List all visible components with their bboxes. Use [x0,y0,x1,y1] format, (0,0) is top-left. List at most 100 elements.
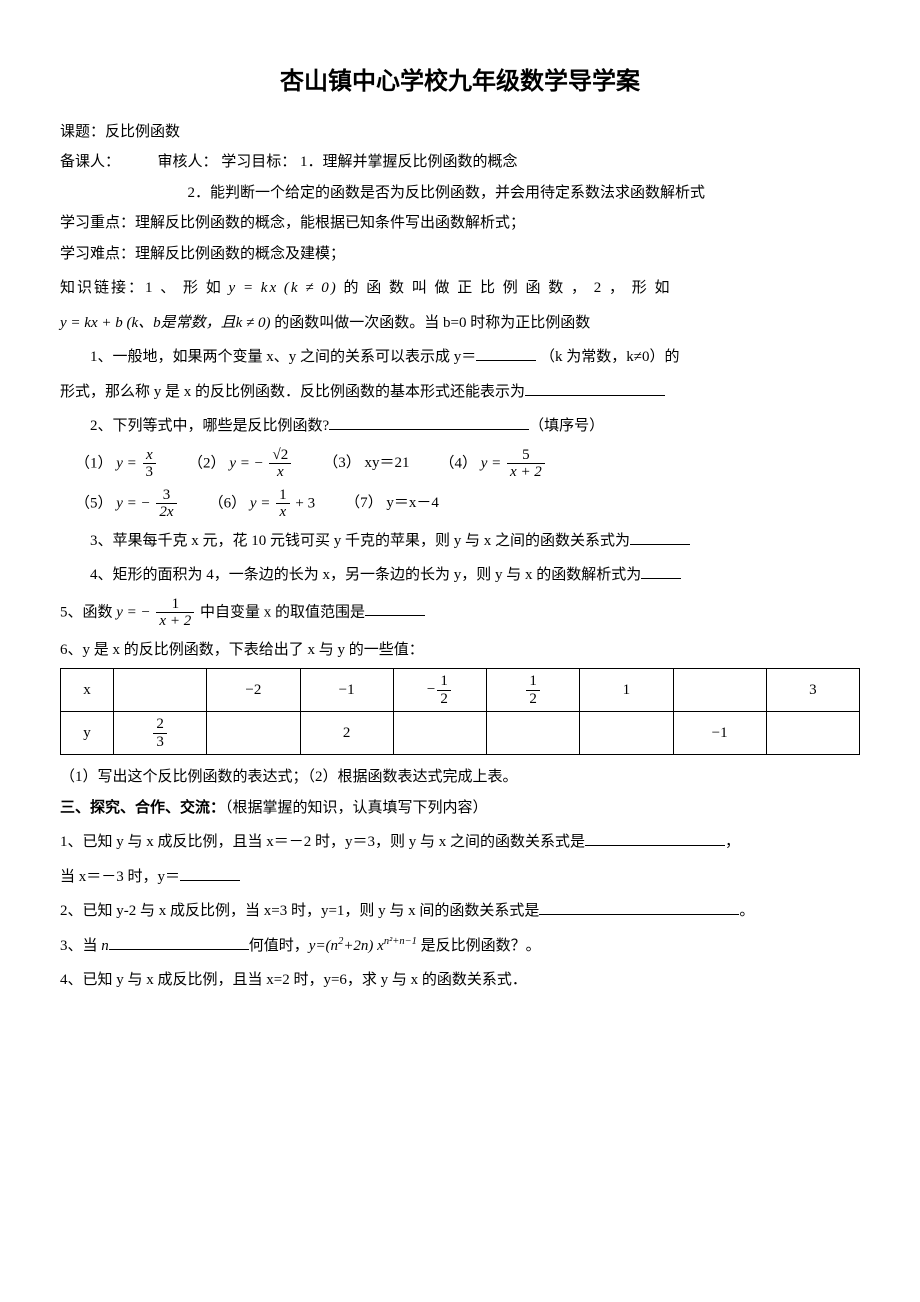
eq2-den: x [277,464,284,480]
x-cell-7: 3 [766,669,859,712]
p2a: 2、已知 y-2 与 x 成反比例，当 x=3 时，y=1，则 y 与 x 间的… [60,903,539,919]
p2b: 。 [739,903,754,919]
focus-text: 理解反比例函数的概念，能根据已知条件写出函数解析式； [135,215,525,231]
y-cell-5 [580,712,673,755]
eq3-text: xy＝21 [364,455,409,471]
table-row-y: y 23 2 −1 [61,712,860,755]
eq-row-2: （5） y = − 32x （6） y = 1x + 3 （7） y＝x－4 [75,487,860,521]
x-label: x [61,669,114,712]
q4: 4、矩形的面积为 4，一条边的长为 x，另一条边的长为 y，则 y 与 x 的函… [90,567,641,583]
difficulty-text: 理解反比例函数的概念及建模； [135,246,345,262]
p3-eq-mid: +2n) x [343,938,384,954]
q5-den: x + 2 [159,613,191,629]
blank-q2 [329,414,529,430]
y-cell-7 [766,712,859,755]
p1-line2: 当 x＝－3 时，y＝ [60,863,860,892]
meta-line: 备课人： 审核人： 学习目标： 1．理解并掌握反比例函数的概念 [60,148,860,177]
x-cell-6 [673,669,766,712]
goal-2: 2．能判断一个给定的函数是否为反比例函数，并会用待定系数法求函数解析式 [60,179,860,208]
eq7-text: y＝x－4 [386,495,439,511]
q6-sub: （1）写出这个反比例函数的表达式；（2）根据函数表达式完成上表。 [60,763,860,792]
eq6-num: 1 [276,487,290,505]
eq-item-5: （5） y = − 32x [75,487,179,521]
blank-p1c [180,865,240,881]
link-eq1: y = kx (k ≠ 0) [229,280,338,296]
x-cell-1: −2 [207,669,300,712]
q5-num: 1 [156,596,194,614]
p3-line: 3、当 n何值时，y=(n2+2n) xn²+n−1 是反比例函数？。 [60,932,860,961]
p1-line1: 1、已知 y 与 x 成反比例，且当 x＝－2 时，y＝3，则 y 与 x 之间… [60,828,860,857]
xy-table: x −2 −1 −12 12 1 3 y 23 2 −1 [60,668,860,755]
blank-q1a [476,345,536,361]
eq1-den: 3 [143,464,157,481]
eq-item-3: （3） xy＝21 [323,449,409,478]
q1b: （k 为常数，k≠0）的 [540,349,679,365]
x-cell-0 [114,669,207,712]
eq5-num: 3 [156,487,176,505]
p3b: 何值时， [249,938,309,954]
y-cell-4 [487,712,580,755]
link-label: 知识链接： [60,280,145,296]
eq4-pre: （4） [439,455,477,471]
y-cell-6: −1 [673,712,766,755]
goal-label: 学习目标： [221,154,296,170]
q1-line2: 形式，那么称 y 是 x 的反比例函数．反比例函数的基本形式还能表示为 [60,378,860,407]
blank-p1a [585,830,725,846]
link-eq2: y = kx + b (k、b是常数，且k ≠ 0) [60,315,271,331]
table-row-x: x −2 −1 −12 12 1 3 [61,669,860,712]
q6-line: 6、y 是 x 的反比例函数，下表给出了 x 与 y 的一些值： [60,636,860,665]
q5a: 5、函数 [60,604,116,620]
eq4-den: x + 2 [510,464,542,480]
eq1-num: x [146,447,153,463]
y-cell-3 [393,712,486,755]
eq2-num: √2 [269,447,291,465]
eq-row-1: （1） y = x3 （2） y = − √2x （3） xy＝21 （4） y… [75,447,860,481]
x-cell-5: 1 [580,669,673,712]
y-label: y [61,712,114,755]
eq6-lhs: y = [250,495,271,511]
eq1-pre: （1） [75,455,113,471]
p3c: 是反比例函数？。 [417,938,541,954]
reviewer-label: 审核人： [158,154,218,170]
blank-q1c [525,380,665,396]
eq-item-4: （4） y = 5x + 2 [439,447,546,481]
section3-heading: 三、探究、合作、交流：（根据掌握的知识，认真填写下列内容） [60,794,860,823]
eq5-lhs: y = − [116,495,150,511]
eq5-pre: （5） [75,495,113,511]
x-cell-3: −12 [393,669,486,712]
eq-item-2: （2） y = − √2x [188,447,293,481]
eq-item-6: （6） y = 1x + 3 [209,487,316,521]
p4-line: 4、已知 y 与 x 成反比例，且当 x=2 时，y=6，求 y 与 x 的函数… [60,966,860,995]
p2-line: 2、已知 y-2 与 x 成反比例，当 x=3 时，y=1，则 y 与 x 间的… [60,897,860,926]
link-1b: 的 函 数 叫 做 正 比 例 函 数 ， 2 ， 形 如 [338,280,672,296]
q3-line: 3、苹果每千克 x 元，花 10 元钱可买 y 千克的苹果，则 y 与 x 之间… [60,527,860,556]
link-1a: 1 、 形 如 [145,280,229,296]
p3-sup2: n²+n−1 [384,936,417,947]
p1a: 1、已知 y 与 x 成反比例，且当 x＝－2 时，y＝3，则 y 与 x 之间… [60,834,585,850]
q1-line1: 1、一般地，如果两个变量 x、y 之间的关系可以表示成 y＝ （k 为常数，k≠… [60,343,860,372]
q2-tail: （填序号） [529,418,604,434]
y-cell-1 [207,712,300,755]
link-2b: 的函数叫做一次函数。当 b=0 时称为正比例函数 [271,315,591,331]
q5-lhs: y = − [116,604,150,620]
eq3-pre: （3） [323,455,361,471]
q4-line: 4、矩形的面积为 4，一条边的长为 x，另一条边的长为 y，则 y 与 x 的函… [60,561,860,590]
q2: 2、下列等式中，哪些是反比例函数? [90,418,329,434]
focus-line: 学习重点：理解反比例函数的概念，能根据已知条件写出函数解析式； [60,209,860,238]
q3: 3、苹果每千克 x 元，花 10 元钱可买 y 千克的苹果，则 y 与 x 之间… [90,533,630,549]
x-cell-2: −1 [300,669,393,712]
page-title: 杏山镇中心学校九年级数学导学案 [60,60,860,106]
eq6-pre: （6） [209,495,247,511]
q5b: 中自变量 x 的取值范围是 [200,604,365,620]
eq6-tail: + 3 [295,495,315,511]
blank-q3 [630,529,690,545]
eq-item-7: （7） y＝x－4 [345,489,439,518]
section3-title: 三、探究、合作、交流： [60,800,225,816]
section3-tail: （根据掌握的知识，认真填写下列内容） [225,800,488,816]
blank-p3 [109,934,249,950]
difficulty-label: 学习难点： [60,246,135,262]
eq4-num: 5 [507,447,545,465]
eq4-lhs: y = [481,455,502,471]
blank-q5 [365,600,425,616]
p1b: ， [725,834,740,850]
